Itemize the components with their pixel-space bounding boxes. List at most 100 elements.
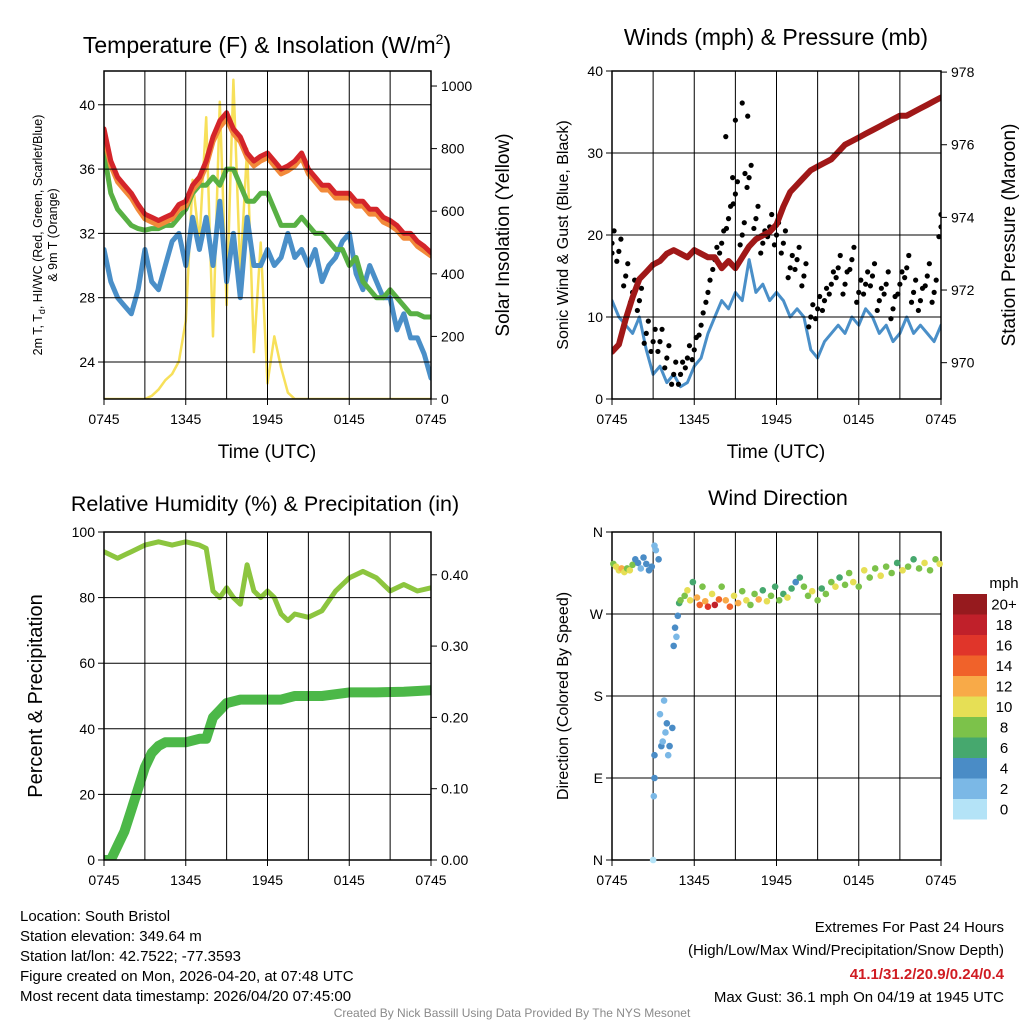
gust-point	[926, 261, 932, 267]
gust-point	[616, 248, 622, 254]
direction-point	[899, 566, 906, 574]
legend-title: mph	[989, 575, 1018, 592]
gust-point	[744, 184, 750, 191]
gust-point	[636, 298, 643, 304]
series-line-precipitation	[104, 685, 431, 860]
gust-point	[645, 318, 651, 324]
gust-point	[621, 283, 627, 289]
y-tick-label: N	[593, 852, 603, 868]
x-tick-label: 0145	[334, 872, 365, 888]
direction-point	[771, 583, 779, 590]
gust-point	[902, 275, 908, 281]
gust-point	[662, 365, 668, 371]
direction-point	[788, 585, 795, 592]
y-tick-label: 0	[87, 852, 95, 868]
direction-point	[734, 599, 742, 607]
direction-point	[866, 574, 874, 581]
gust-point	[858, 277, 864, 283]
x-tick-label: 1945	[761, 411, 792, 427]
gust-point	[801, 273, 807, 279]
direction-point	[655, 556, 662, 563]
legend-swatch	[953, 635, 987, 656]
gust-point	[717, 250, 723, 256]
gust-point	[885, 269, 891, 275]
gust-point	[881, 291, 887, 297]
gust-point	[906, 252, 912, 259]
legend-label: 10	[996, 699, 1013, 716]
gust-point	[913, 277, 919, 283]
max-gust: Max Gust: 36.1 mph On 04/19 at 1945 UTC	[713, 989, 1004, 1006]
direction-point	[738, 587, 746, 595]
direction-point	[804, 592, 812, 600]
gust-point	[689, 357, 695, 363]
direction-point	[860, 566, 868, 574]
gust-point	[623, 273, 629, 279]
gust-point	[719, 240, 725, 246]
gust-point	[849, 257, 855, 263]
x-tick-label: 1345	[679, 411, 710, 427]
direction-point	[715, 596, 723, 603]
gust-point	[677, 371, 684, 377]
humidity-precip-chart: 0745 1345 1945 0145 0745 0 20 40 60 80 100 0.00 0.10…	[25, 492, 468, 888]
legend-label: 0	[1000, 801, 1008, 818]
gust-point	[778, 250, 784, 256]
legend-swatch	[953, 717, 987, 738]
direction-point	[730, 592, 738, 600]
y2-tick-label: 0.10	[441, 781, 468, 797]
gust-point	[703, 299, 709, 305]
direction-point	[634, 559, 642, 567]
legend-swatch	[953, 696, 987, 717]
direction-point	[704, 603, 712, 611]
gust-point	[673, 359, 679, 365]
gust-point	[821, 298, 828, 304]
direction-point	[659, 738, 667, 745]
chart-title: Relative Humidity (%) & Precipitation (i…	[71, 492, 459, 516]
gust-point	[878, 285, 884, 291]
gust-point	[819, 307, 826, 314]
y-tick-label: 36	[79, 161, 95, 177]
y-tick-label: 40	[79, 721, 95, 737]
ylabel-subscript: d	[37, 309, 47, 314]
gust-point	[874, 307, 880, 314]
x-tick-label: 1345	[170, 411, 201, 427]
gust-point	[865, 269, 871, 275]
gust-point	[758, 250, 764, 256]
y-tick-label: S	[594, 688, 603, 704]
gust-point	[908, 299, 915, 305]
y-tick-label: 40	[587, 63, 603, 79]
direction-point	[775, 597, 783, 604]
y2-tick-label: 200	[441, 328, 465, 344]
gust-point	[696, 332, 702, 338]
direction-point	[832, 583, 839, 590]
footer-created: Figure created on Mon, 2026-04-20, at 07…	[20, 968, 354, 985]
extremes-title: Extremes For Past 24 Hours	[814, 919, 1004, 936]
gust-point	[751, 225, 757, 232]
direction-point	[882, 563, 890, 570]
temperature-chart: 0745 1345 1945 0145 074524283236400200400600…	[31, 31, 514, 463]
gust-point	[634, 307, 640, 314]
y-tick-label: 60	[79, 655, 95, 671]
gust-point	[614, 258, 620, 264]
x-tick-label: 1345	[170, 872, 201, 888]
direction-point	[763, 597, 771, 605]
y2-tick-label: 0.30	[441, 638, 468, 654]
direction-point	[666, 742, 673, 750]
y2-tick-label: 972	[951, 282, 975, 298]
gust-point	[671, 371, 677, 377]
y-tick-label: 80	[79, 590, 95, 606]
ylabel-rest: , HI/WC (Red, Green, Scarlet/Blue)	[31, 115, 45, 310]
gust-point	[924, 273, 930, 279]
direction-point	[669, 724, 676, 732]
gust-point	[904, 265, 910, 271]
gust-point	[664, 355, 670, 361]
x-tick-label: 0745	[88, 411, 119, 427]
x-tick-label: 0745	[925, 872, 956, 888]
direction-point	[648, 563, 656, 570]
direction-point	[936, 560, 943, 568]
gust-point	[666, 343, 672, 349]
direction-point	[888, 569, 895, 577]
y2-tick-label: 800	[441, 141, 465, 157]
y2-axis-label: Solar Insolation (Yellow)	[493, 133, 514, 336]
gust-point	[675, 381, 682, 387]
